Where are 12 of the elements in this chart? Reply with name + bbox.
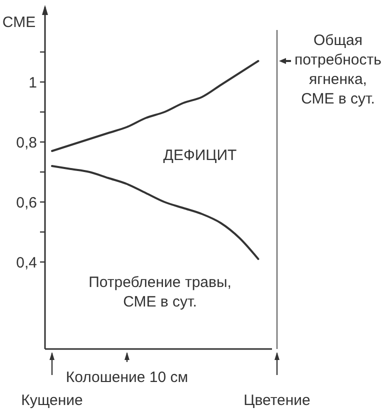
x-tick-label: Колошение 10 см: [66, 369, 188, 386]
y-axis-title: СМЕ: [2, 14, 36, 31]
text: Общая потребность ягненка, СМЕ в сут.: [294, 32, 382, 108]
y-tick-label: 0,6: [16, 194, 37, 212]
line-series: [51, 165, 260, 260]
x-tick-label: Кущение: [21, 392, 83, 409]
y-tick-label: 0,4: [16, 254, 37, 272]
y-tick-label: 0,8: [16, 134, 37, 152]
annotation: ДЕФИЦИТ: [163, 147, 237, 164]
x-tick-label: Цветение: [244, 392, 310, 409]
annotation: Потребление травы, СМЕ в сут.: [88, 274, 232, 310]
y-tick-label: 1: [28, 74, 37, 92]
